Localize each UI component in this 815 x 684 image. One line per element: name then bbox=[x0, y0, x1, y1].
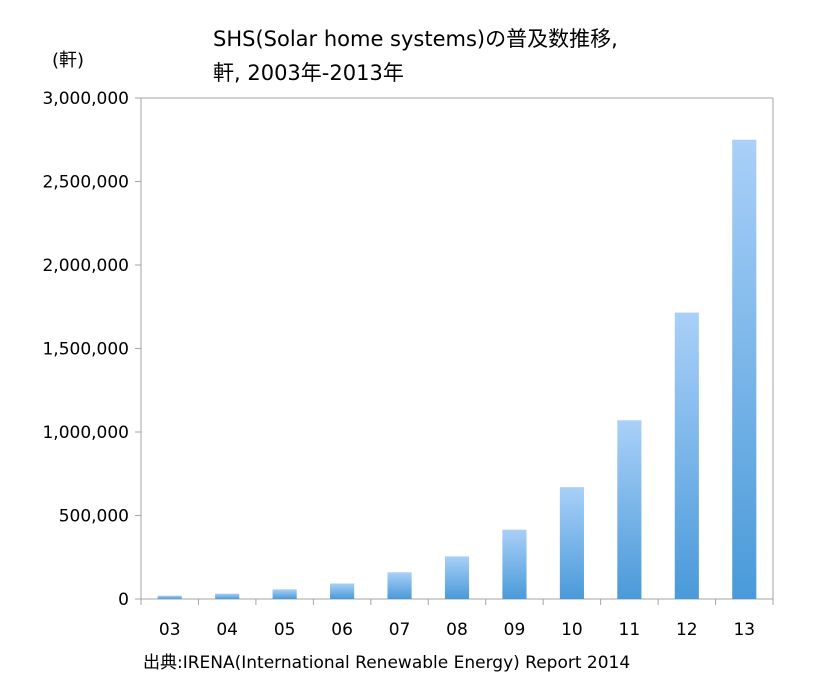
chart-title-line2: 軒, 2003年-2013年 bbox=[213, 61, 404, 85]
x-tick-label: 13 bbox=[733, 620, 755, 640]
bar-08 bbox=[444, 556, 470, 599]
bar-03 bbox=[157, 595, 182, 599]
bar-09 bbox=[502, 529, 527, 599]
y-tick-label: 1,000,000 bbox=[42, 423, 129, 443]
x-tick-label: 10 bbox=[561, 620, 583, 640]
bar-05 bbox=[272, 589, 297, 599]
bar-13 bbox=[732, 139, 757, 599]
bars-group bbox=[157, 139, 757, 599]
y-tick-label: 500,000 bbox=[59, 507, 129, 527]
source-note: 出典:IRENA(International Renewable Energy)… bbox=[143, 653, 630, 673]
x-tick-label: 12 bbox=[676, 620, 698, 640]
y-tick-label: 3,000,000 bbox=[42, 89, 129, 109]
y-axis-unit-label: (軒) bbox=[52, 50, 84, 71]
bar-12 bbox=[674, 312, 699, 599]
bar-10 bbox=[559, 487, 584, 599]
y-tick-label: 2,000,000 bbox=[42, 256, 129, 276]
x-tick-label: 04 bbox=[216, 620, 238, 640]
bar-06 bbox=[330, 583, 355, 599]
x-axis: 03 04 05 06 07 08 09 10 11 12 13 bbox=[140, 599, 774, 640]
x-tick-label: 08 bbox=[446, 620, 468, 640]
x-tick-label: 05 bbox=[274, 620, 296, 640]
bar-07 bbox=[387, 572, 412, 599]
x-tick-label: 09 bbox=[504, 620, 526, 640]
bar-11 bbox=[617, 420, 642, 599]
y-tick-label: 1,500,000 bbox=[42, 340, 129, 360]
chart-title-line1: SHS(Solar home systems)の普及数推移, bbox=[213, 27, 618, 51]
x-tick-label: 03 bbox=[159, 620, 181, 640]
x-tick-label: 11 bbox=[619, 620, 641, 640]
x-tick-label: 06 bbox=[331, 620, 353, 640]
y-tick-label: 0 bbox=[118, 590, 129, 610]
y-axis: 0 500,000 1,000,000 1,500,000 2,000,000 2,500… bbox=[42, 89, 141, 610]
bar-04 bbox=[215, 593, 240, 599]
x-tick-label: 07 bbox=[389, 620, 411, 640]
y-tick-label: 2,500,000 bbox=[42, 173, 129, 193]
